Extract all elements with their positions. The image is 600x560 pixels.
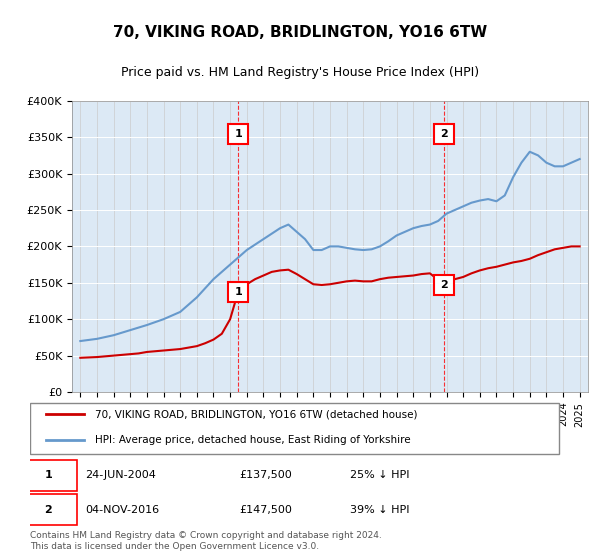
FancyBboxPatch shape — [30, 403, 559, 454]
FancyBboxPatch shape — [19, 460, 77, 491]
Text: Contains HM Land Registry data © Crown copyright and database right 2024.
This d: Contains HM Land Registry data © Crown c… — [30, 531, 382, 551]
Text: 24-JUN-2004: 24-JUN-2004 — [85, 470, 156, 480]
Text: 1: 1 — [234, 287, 242, 297]
Text: 39% ↓ HPI: 39% ↓ HPI — [350, 505, 410, 515]
Text: £137,500: £137,500 — [240, 470, 293, 480]
Text: Price paid vs. HM Land Registry's House Price Index (HPI): Price paid vs. HM Land Registry's House … — [121, 66, 479, 78]
Text: 2: 2 — [44, 505, 52, 515]
Text: 2: 2 — [440, 279, 448, 290]
Text: 1: 1 — [44, 470, 52, 480]
Text: 2: 2 — [440, 129, 448, 138]
Text: HPI: Average price, detached house, East Riding of Yorkshire: HPI: Average price, detached house, East… — [95, 435, 410, 445]
Text: 04-NOV-2016: 04-NOV-2016 — [85, 505, 160, 515]
FancyBboxPatch shape — [19, 494, 77, 525]
Text: 1: 1 — [234, 129, 242, 138]
Text: £147,500: £147,500 — [240, 505, 293, 515]
Text: 25% ↓ HPI: 25% ↓ HPI — [350, 470, 410, 480]
Text: 70, VIKING ROAD, BRIDLINGTON, YO16 6TW: 70, VIKING ROAD, BRIDLINGTON, YO16 6TW — [113, 25, 487, 40]
Text: 70, VIKING ROAD, BRIDLINGTON, YO16 6TW (detached house): 70, VIKING ROAD, BRIDLINGTON, YO16 6TW (… — [95, 409, 418, 419]
